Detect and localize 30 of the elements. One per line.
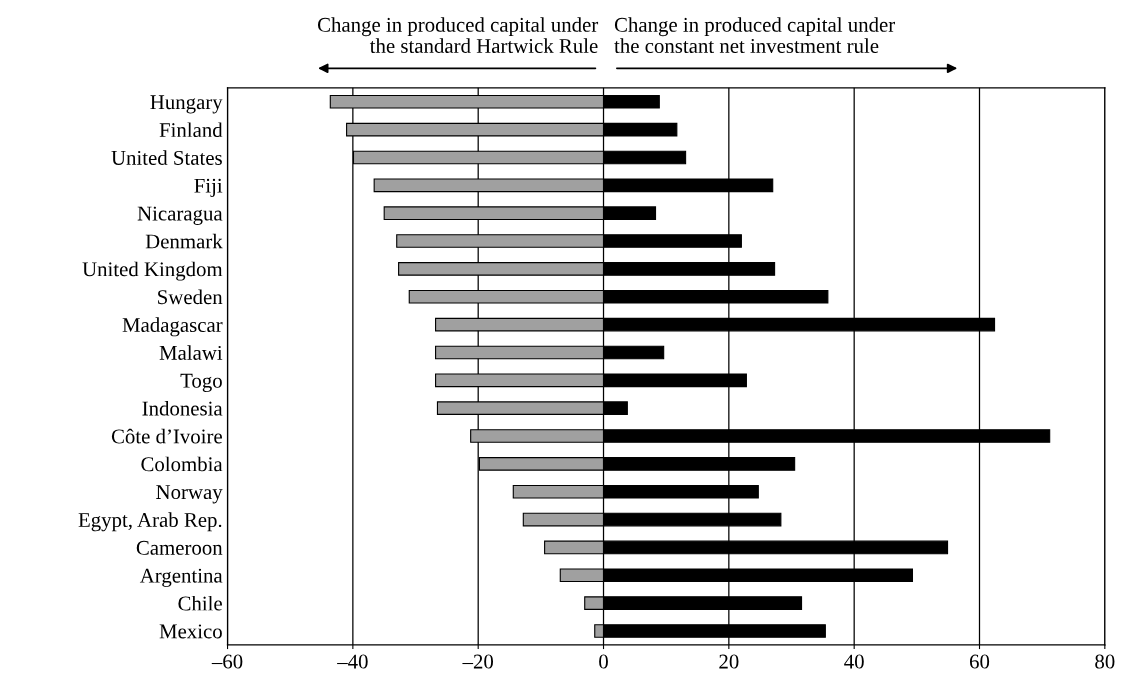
y-tick-label: United Kingdom: [82, 261, 223, 281]
x-tick-label: 40: [844, 654, 864, 669]
y-tick-label: Hungary: [150, 95, 223, 114]
y-tick-label: Malawi: [159, 345, 223, 360]
y-tick-label: Fiji: [194, 178, 223, 197]
x-tick-label: 60: [969, 654, 990, 669]
y-tick-label: Egypt, Arab Rep.: [78, 512, 222, 532]
y-tick-label: Norway: [156, 485, 223, 504]
y-tick-label: Nicaragua: [137, 206, 223, 225]
y-tick-label: Indonesia: [142, 400, 223, 416]
x-tick-label: 20: [719, 654, 739, 669]
y-tick-label: Côte d’Ivoire: [111, 428, 222, 444]
x-tick-label: –20: [462, 654, 494, 669]
x-tick-label: –60: [211, 654, 243, 669]
y-tick-label: Denmark: [145, 233, 223, 249]
x-tick-label: 80: [1095, 654, 1115, 669]
y-tick-label: Colombia: [141, 456, 223, 472]
y-tick-label: Chile: [178, 595, 222, 611]
x-tick-label: –40: [337, 654, 368, 669]
y-tick-label: Argentina: [139, 568, 223, 587]
text: Change in produced capital under the standard Hartwick Rule: [317, 17, 599, 53]
y-tick-label: United States: [111, 150, 222, 165]
y-tick-label: Madagascar: [122, 317, 223, 337]
y-tick-label: Mexico: [159, 624, 222, 639]
y-tick-label: Togo: [180, 373, 222, 392]
y-tick-label: Finland: [159, 122, 223, 138]
y-tick-label: Sweden: [158, 289, 223, 305]
text: Change in produced capital under the constant net investment rule: [614, 17, 896, 53]
x-tick-label: 0: [599, 654, 608, 669]
y-tick-label: Cameroon: [136, 540, 223, 555]
